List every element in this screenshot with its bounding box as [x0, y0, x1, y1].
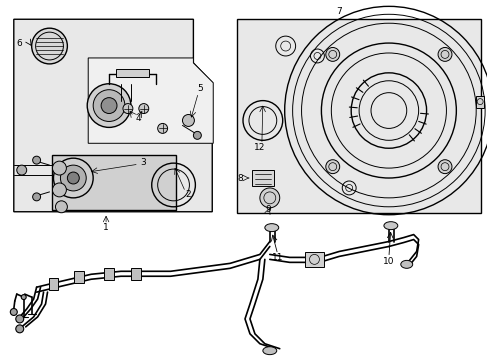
Circle shape: [139, 104, 148, 113]
Circle shape: [21, 294, 26, 300]
Text: 8: 8: [237, 174, 243, 183]
Circle shape: [55, 201, 67, 213]
Circle shape: [61, 165, 86, 191]
Ellipse shape: [264, 224, 278, 231]
Circle shape: [437, 48, 451, 61]
Circle shape: [437, 160, 451, 174]
Bar: [116, 69, 148, 77]
Circle shape: [52, 161, 66, 175]
Circle shape: [101, 98, 117, 113]
Text: 2: 2: [185, 190, 191, 199]
Text: 11: 11: [271, 253, 283, 262]
Ellipse shape: [400, 260, 412, 268]
Ellipse shape: [263, 347, 276, 355]
Text: 6: 6: [17, 39, 22, 48]
Circle shape: [67, 172, 79, 184]
Bar: [251, 170, 273, 186]
Circle shape: [325, 48, 339, 61]
Text: 3: 3: [140, 158, 145, 167]
Text: 9: 9: [264, 205, 270, 214]
Circle shape: [33, 193, 41, 201]
Bar: [74, 271, 84, 283]
Text: 12: 12: [254, 143, 265, 152]
Circle shape: [193, 131, 201, 139]
Circle shape: [122, 104, 133, 113]
Circle shape: [157, 123, 167, 133]
Circle shape: [32, 28, 67, 64]
Bar: [304, 252, 324, 267]
Bar: [131, 268, 141, 280]
Circle shape: [93, 90, 124, 121]
Circle shape: [325, 160, 339, 174]
Polygon shape: [14, 19, 212, 212]
Text: 7: 7: [336, 7, 342, 16]
Text: 5: 5: [197, 84, 203, 93]
Bar: [104, 268, 114, 280]
Circle shape: [259, 188, 279, 208]
Circle shape: [16, 325, 24, 333]
Circle shape: [53, 158, 93, 198]
Polygon shape: [88, 58, 213, 143]
Polygon shape: [51, 155, 175, 210]
Ellipse shape: [383, 222, 397, 230]
Text: 4: 4: [136, 114, 142, 123]
Circle shape: [33, 156, 41, 164]
Text: 1: 1: [103, 223, 109, 232]
Circle shape: [17, 165, 27, 175]
Text: 10: 10: [382, 257, 394, 266]
Polygon shape: [237, 19, 480, 213]
Bar: [475, 96, 483, 108]
Circle shape: [182, 114, 194, 126]
Circle shape: [10, 309, 17, 315]
Bar: [48, 278, 59, 290]
Circle shape: [16, 315, 24, 323]
Circle shape: [52, 183, 66, 197]
Circle shape: [87, 84, 131, 127]
